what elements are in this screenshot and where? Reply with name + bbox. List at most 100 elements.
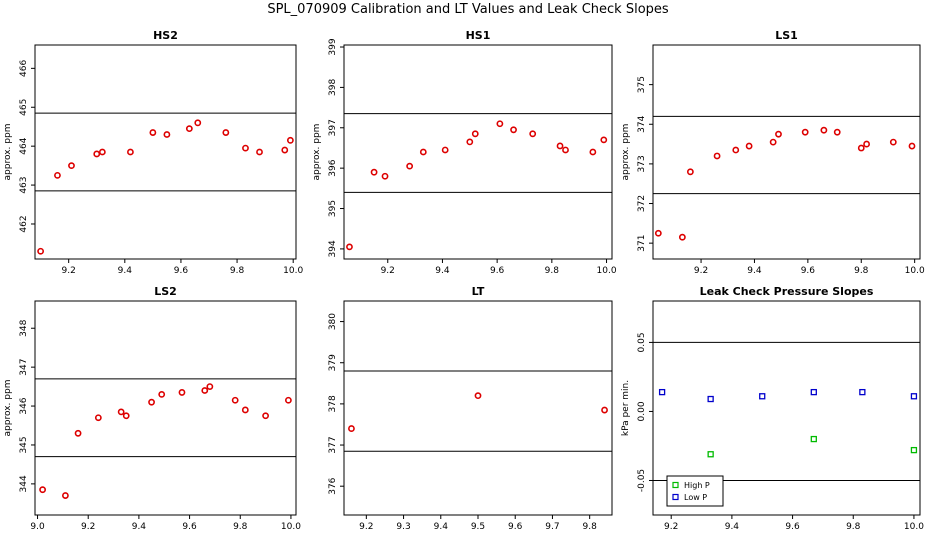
data-point [471,130,479,138]
data-point [242,144,249,152]
data-point [810,388,817,396]
x-tick-label: 10.0 [281,522,301,532]
data-point [529,130,537,138]
data-point [707,451,714,458]
y-tick-label: 346 [19,397,29,414]
data-point [163,131,171,138]
data-point [910,446,918,454]
data-point [658,388,666,396]
data-point [231,396,239,404]
y-tick-label: 375 [637,76,647,93]
y-axis-label: approx. ppm [3,380,13,437]
x-tick-label: 9.8 [846,522,861,532]
panel-title: LS2 [154,285,177,298]
data-point [98,148,106,156]
y-tick-label: 373 [637,155,647,172]
x-tick-label: 9.6 [490,266,505,276]
data-point [419,148,427,156]
y-tick-label: 344 [19,475,29,492]
data-point [678,233,686,241]
x-tick-label: 9.6 [785,522,800,532]
y-tick-label: 371 [637,235,647,252]
data-point [732,146,740,154]
data-point [370,168,378,176]
y-tick-label: 378 [328,395,338,412]
x-tick-label: 9.2 [664,522,678,532]
data-point [94,414,102,422]
data-point [406,162,414,170]
y-tick-label: 463 [19,176,29,193]
data-point [859,388,866,396]
data-point [74,429,82,437]
main-title: SPL_070909 Calibration and LT Values and… [267,2,669,17]
y-tick-label: 395 [328,200,338,217]
y-tick-label: 379 [328,354,338,371]
data-point [833,128,841,136]
data-point [194,119,202,127]
data-point [801,128,809,136]
data-point [54,171,61,179]
data-point [93,150,101,158]
data-point [775,130,782,138]
data-point [510,126,517,134]
data-point [496,120,504,128]
x-tick-label: 10.0 [597,266,617,276]
x-tick-label: 9.4 [725,522,740,532]
x-tick-label: 9.8 [545,266,560,276]
y-axis-label: approx. ppm [621,124,631,181]
data-point [759,393,766,400]
data-point [713,152,721,160]
data-point [769,138,777,146]
data-point [745,142,753,150]
y-tick-label: 0.05 [637,332,647,352]
y-tick-label: 464 [19,137,29,154]
plot-frame [652,300,921,516]
x-tick-label: 9.2 [81,522,95,532]
y-tick-label: 372 [637,195,647,212]
data-point [562,146,569,154]
plot-frame [652,44,921,260]
x-tick-label: 9.2 [62,266,76,276]
panel-title: HS2 [153,29,178,42]
x-tick-label: 9.4 [434,522,449,532]
data-point [117,408,125,416]
panel-3: LS1 approx. ppm 9.2 9.4 9.6 9.8 10.0 371 372 373 3… [621,29,925,276]
y-tick-label: 399 [328,38,338,55]
y-axis-label: approx. ppm [312,124,322,181]
data-point [262,412,269,420]
data-point [707,395,714,403]
data-point [441,146,449,154]
data-point [857,144,865,152]
x-tick-label: 10.0 [283,266,303,276]
panel-1: HS2 approx. ppm 9.2 9.4 9.6 9.8 10.0 462 463 464 4… [3,29,303,276]
y-tick-label: 466 [19,59,29,76]
x-tick-label: 9.8 [854,266,869,276]
panel-2: HS1 approx. ppm 9.2 9.4 9.6 9.8 10.0 394 395 396 3… [312,29,617,276]
x-tick-label: 9.4 [132,522,147,532]
data-point [149,129,157,136]
data-point [474,392,482,400]
y-tick-label: 377 [328,436,338,453]
plot-frame [343,44,613,260]
y-tick-label: 397 [328,119,338,136]
data-point [654,229,662,237]
y-tick-label: 374 [637,115,647,132]
data-point [68,162,75,170]
y-axis-label: kPa per min. [621,380,631,436]
plot-frame [34,300,297,516]
x-tick-label: 10.0 [904,522,924,532]
y-tick-label: 0.00 [637,401,647,421]
y-tick-label: 394 [328,240,338,257]
y-tick-label: 465 [19,99,29,116]
panel-6: Leak Check Pressure Slopes kPa per min. 9.… [621,285,924,532]
x-tick-label: 9.7 [545,522,559,532]
data-point [39,486,47,494]
data-point [284,396,292,404]
data-point [222,129,230,136]
data-point [810,435,817,443]
x-tick-label: 9.6 [801,266,816,276]
x-tick-label: 9.8 [233,522,248,532]
data-point [286,136,294,144]
data-point [556,142,564,150]
